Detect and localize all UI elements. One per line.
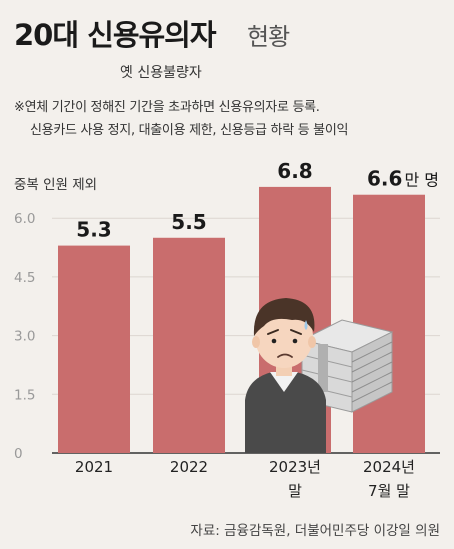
- page-subtitle: 옛 신용불량자: [120, 65, 202, 81]
- y-tick-label: 3.0: [14, 329, 35, 345]
- x-tick-label: 2023년: [269, 458, 321, 476]
- x-tick-label: 2021: [75, 458, 113, 476]
- x-tick-label: 말: [288, 482, 302, 500]
- bar: [353, 194, 425, 453]
- worried-man-illustration: [245, 298, 394, 453]
- y-tick-label: 6.0: [14, 211, 35, 227]
- y-tick-label: 4.5: [14, 270, 35, 286]
- page-title: 20대 신용유의자: [14, 18, 217, 52]
- x-tick-label: 7월 말: [368, 482, 410, 500]
- bar-value-label: 6.6 만 명: [367, 167, 439, 191]
- source-note: 자료: 금융감독원, 더불어민주당 이강일 의원: [190, 523, 440, 539]
- y-tick-label: 1.5: [14, 387, 35, 403]
- y-tick-label: 0: [14, 446, 23, 462]
- footnote-line-2: 신용카드 사용 정지, 대출이용 제한, 신용등급 하락 등 불이익: [30, 123, 349, 138]
- bar: [58, 245, 130, 453]
- cash-bundle-icon: [300, 319, 394, 413]
- footnote-line-1: ※연체 기간이 정해진 기간을 초과하면 신용유의자로 등록.: [14, 100, 320, 115]
- bar-value-label: 5.5: [171, 210, 206, 234]
- y-axis-title: 중복 인원 제외: [14, 177, 97, 193]
- page-title-suffix: 현황: [247, 23, 290, 51]
- bar: [153, 237, 225, 453]
- x-tick-label: 2024년: [363, 458, 415, 476]
- bar-value-label: 6.8: [277, 159, 312, 183]
- bar-value-label: 5.3: [76, 218, 111, 242]
- x-tick-label: 2022: [170, 458, 208, 476]
